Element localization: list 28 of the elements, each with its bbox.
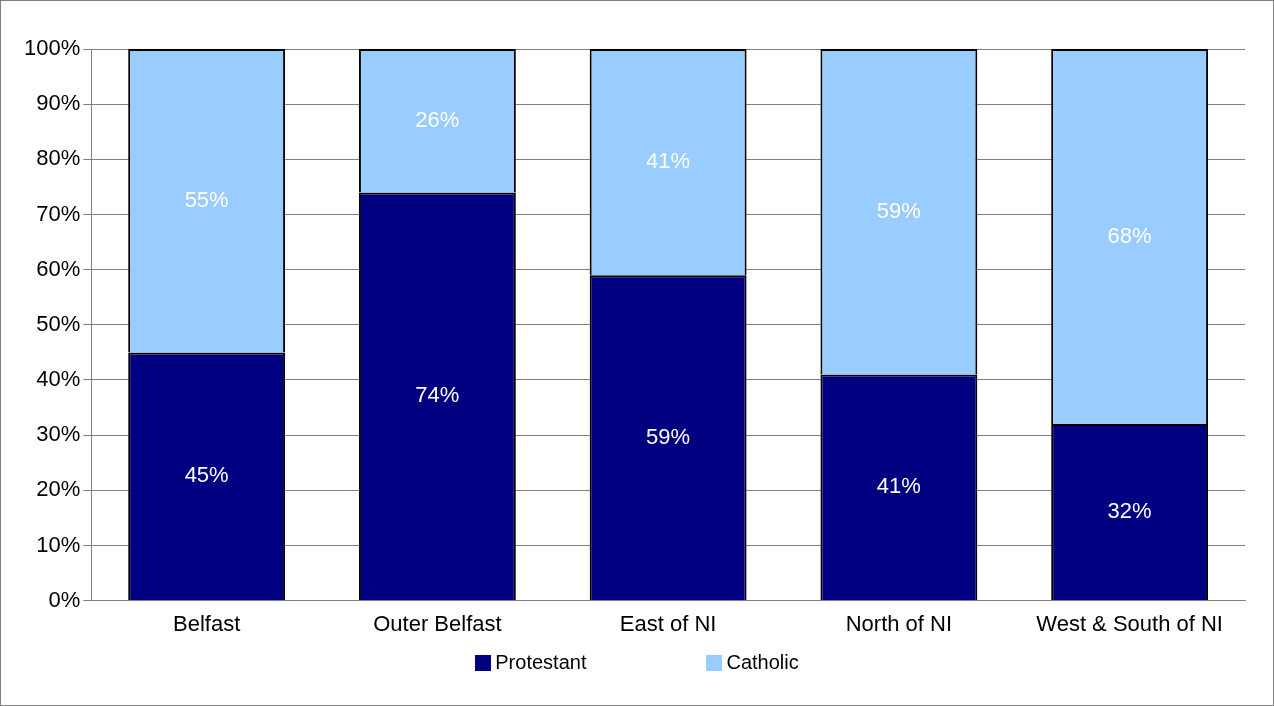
data-label: 45% — [184, 462, 229, 488]
data-label: 74% — [415, 382, 460, 408]
y-tick-label: 30% — [36, 421, 81, 447]
y-tick-label: 90% — [36, 90, 81, 116]
y-tick-label: 40% — [36, 366, 81, 392]
y-tick-label: 20% — [36, 476, 81, 502]
y-tick-label: 50% — [36, 310, 81, 336]
x-tick-label: Belfast — [173, 610, 241, 636]
x-tick-label: Outer Belfast — [373, 610, 502, 636]
data-label: 26% — [415, 106, 460, 132]
data-label: 59% — [646, 423, 691, 449]
data-label: 32% — [1107, 498, 1152, 524]
x-tick-label: North of NI — [845, 610, 953, 636]
x-tick-label: East of NI — [619, 610, 717, 636]
y-tick-label: 80% — [36, 145, 81, 171]
y-tick-label: 60% — [36, 255, 81, 281]
y-tick-label: 70% — [36, 200, 81, 226]
data-label: 59% — [876, 197, 921, 223]
data-label: 41% — [646, 148, 691, 174]
data-label: 55% — [184, 186, 229, 212]
legend-label: Protestant — [495, 651, 587, 674]
y-tick-label: 10% — [36, 531, 81, 557]
legend-label: Catholic — [726, 651, 799, 674]
data-label: 68% — [1107, 222, 1152, 248]
y-tick-label: 100% — [23, 35, 81, 61]
x-tick-label: West & South of NI — [1036, 610, 1223, 636]
y-tick-label: 0% — [48, 586, 81, 612]
data-label: 41% — [876, 473, 921, 499]
